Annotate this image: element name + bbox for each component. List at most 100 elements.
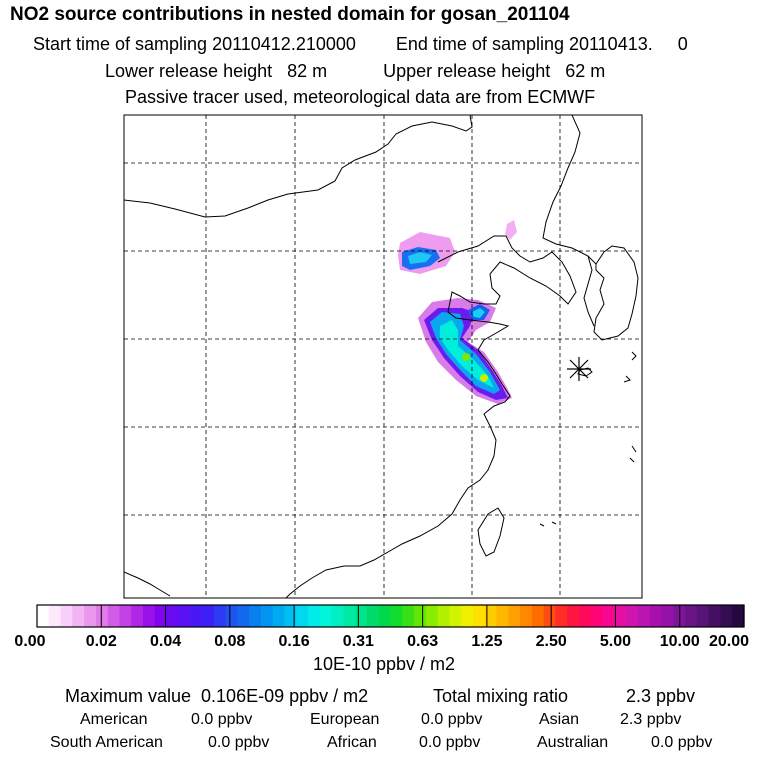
colorbar-cell [708, 605, 722, 627]
colorbar-cell [355, 605, 368, 627]
colorbar-cell [555, 605, 568, 627]
total-mixing-value: 2.3 ppbv [626, 686, 696, 706]
european-label: European [310, 711, 380, 728]
colorbar-cell [84, 605, 97, 627]
colorbar-frame [36, 604, 745, 628]
colorbar-cell [225, 605, 238, 627]
colorbar-cell [520, 605, 533, 627]
south-american-value: 0.0 ppbv [208, 734, 270, 751]
colorbar-cell [319, 605, 333, 627]
colorbar-cell [414, 605, 427, 627]
colorbar-cell [190, 605, 203, 627]
start-time: Start time of sampling 20110412.210000 [33, 34, 356, 54]
colorbar-cell [107, 605, 121, 627]
total-mixing-label: Total mixing ratio [433, 686, 569, 706]
colorbar-cell [732, 605, 745, 627]
colorbar-tick-label: 20.00 [709, 633, 749, 650]
colorbar-cell [143, 605, 156, 627]
colorbar-cell [531, 605, 545, 627]
colorbar-cell [484, 605, 498, 627]
plume-north-inner [408, 252, 432, 264]
colorbar-cell [378, 605, 392, 627]
release-heights: Lower release height 82 m Upper release h… [105, 62, 605, 80]
colorbar-tick-label: 5.00 [600, 633, 631, 650]
colorbar-cell [590, 605, 604, 627]
end-time: End time of sampling 20110413. 0 [395, 34, 688, 54]
colorbar-cell [237, 605, 250, 627]
colorbar-tick-label: 0.02 [86, 633, 117, 650]
african-label: African [327, 734, 377, 751]
asian-label: Asian [539, 711, 580, 728]
colorbar-cell [178, 605, 191, 627]
colorbar-cell [626, 605, 639, 627]
colorbar-cell [201, 605, 215, 627]
colorbar-tick-label: 0.16 [279, 633, 310, 650]
coast-korea-west [583, 255, 595, 327]
colorbar-tick-labels: 0.00 0.02 0.04 0.08 0.16 0.31 0.63 1.25 2.50 5.00… [14, 633, 749, 650]
colorbar-cell [685, 605, 698, 627]
colorbar-cell [308, 605, 321, 627]
colorbar-cell [449, 605, 462, 627]
colorbar-cell [60, 605, 73, 627]
australian-label: Australian [537, 734, 609, 751]
plume-bay-inner [472, 308, 485, 318]
colorbar-cell [95, 605, 109, 627]
colorbar-cell [284, 605, 297, 627]
coast-taiwan [477, 507, 505, 557]
colorbar-cell [272, 605, 286, 627]
colorbar-tick-label: 0.31 [343, 633, 374, 650]
chart-title: NO2 source contributions in nested domai… [10, 4, 570, 25]
receptor-marker-icon [567, 357, 591, 381]
colorbar-cell [48, 605, 62, 627]
colorbar-tick-label: 0.00 [14, 633, 45, 650]
colorbar-cell [567, 605, 580, 627]
colorbar-tick-label: 0.04 [150, 633, 181, 650]
colorbar-cell [331, 605, 344, 627]
lower-release-height: Lower release height 82 m [105, 61, 328, 81]
upper-release-height: Upper release height 62 m [383, 61, 606, 81]
colorbar-cell [472, 605, 486, 627]
colorbar-cell [166, 605, 179, 627]
colorbar-cell [649, 605, 663, 627]
colorbar-cell [37, 605, 50, 627]
coast-manchuria-border [542, 115, 597, 265]
colorbar-cell [602, 605, 615, 627]
colorbar-tick-label: 10.00 [660, 633, 700, 650]
european-value: 0.0 ppbv [421, 711, 483, 728]
colorbar-cell [119, 605, 132, 627]
colorbar-cell [390, 605, 403, 627]
coast-hainan-ish [124, 571, 171, 597]
colorbar-cell [366, 605, 380, 627]
plume-ne-spot [505, 220, 517, 240]
colorbar: 0.00 0.02 0.04 0.08 0.16 0.31 0.63 1.25 2.50 5.00… [14, 604, 749, 650]
colorbar-tick-label: 0.08 [214, 633, 245, 650]
colorbar-cell [614, 605, 627, 627]
meteo-note: Passive tracer used, meteorological data… [125, 87, 596, 107]
colorbar-cell [213, 605, 227, 627]
colorbar-cell [720, 605, 733, 627]
colorbar-tick-label: 0.63 [407, 633, 438, 650]
american-label: American [80, 711, 148, 728]
american-value: 0.0 ppbv [191, 711, 253, 728]
colorbar-cell [508, 605, 521, 627]
colorbar-tick-label: 2.50 [536, 633, 567, 650]
colorbar-cell [637, 605, 651, 627]
african-value: 0.0 ppbv [419, 734, 481, 751]
colorbar-tick-label: 1.25 [471, 633, 502, 650]
colorbar-cells [37, 605, 745, 627]
plume-layer [398, 220, 517, 404]
plume-peak-2 [480, 374, 488, 382]
coast-korea [593, 245, 639, 341]
graticule [124, 115, 642, 598]
sampling-times: Start time of sampling 20110412.210000 En… [33, 35, 688, 53]
colorbar-cell [425, 605, 439, 627]
colorbar-cell [437, 605, 451, 627]
colorbar-cell [260, 605, 274, 627]
colorbar-dividers [100, 605, 681, 627]
colorbar-cell [543, 605, 557, 627]
coast-japan-islets [539, 351, 637, 527]
colorbar-cell [661, 605, 674, 627]
coast-bohai [285, 235, 577, 598]
colorbar-cell [343, 605, 356, 627]
